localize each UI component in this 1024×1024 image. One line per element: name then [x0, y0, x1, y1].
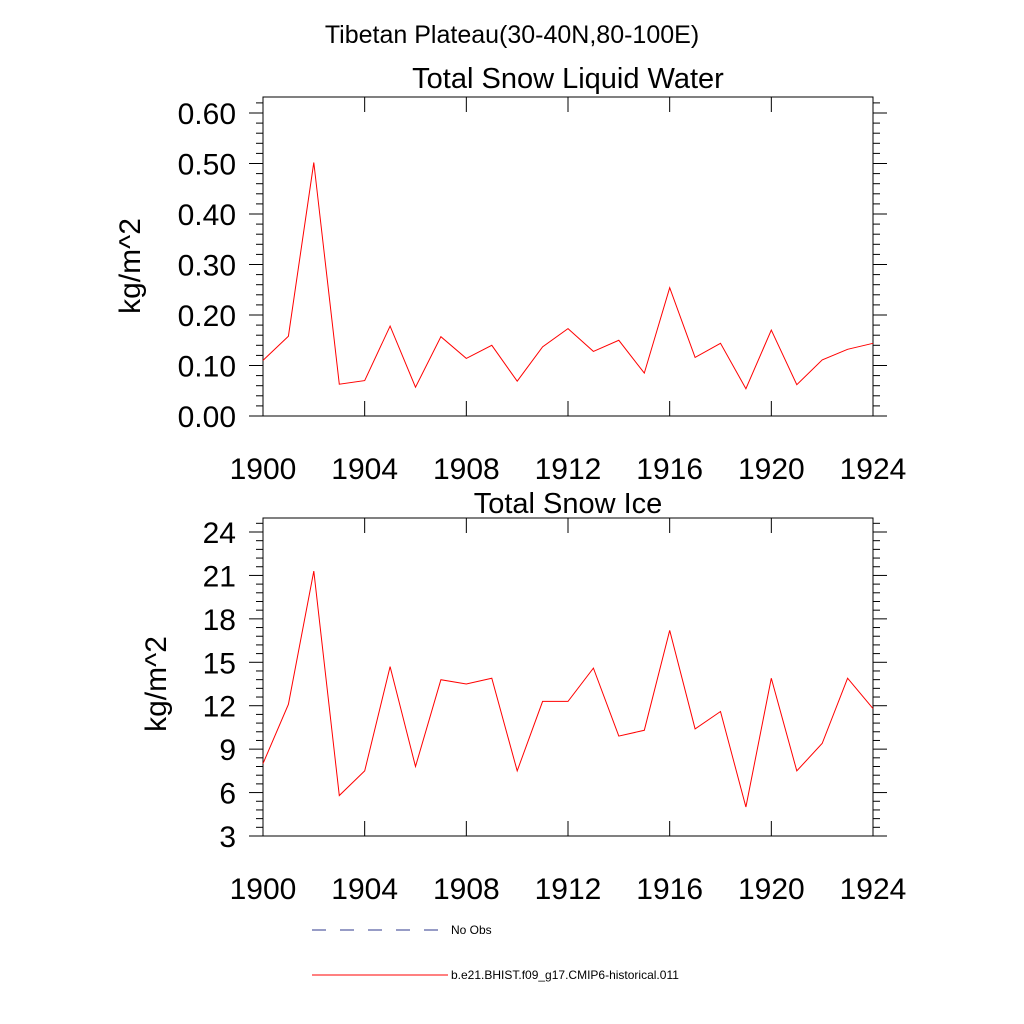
- x-tick-label: 1904: [331, 453, 398, 486]
- x-tick-label: 1900: [230, 873, 297, 906]
- x-tick-label: 1912: [535, 873, 602, 906]
- x-tick-label: 1900: [230, 453, 297, 486]
- panel-title: Total Snow Liquid Water: [412, 63, 724, 95]
- legend: No Obs b.e21.BHIST.f09_g17.CMIP6-histori…: [312, 923, 679, 982]
- series-lines: [262, 162, 874, 390]
- axes-frame: 1900 1904 1908 1912 1916 1920 1924 0.00 0.10 0.20…: [178, 96, 907, 486]
- y-axis-label: kg/m^2: [114, 218, 147, 314]
- legend-model-label: b.e21.BHIST.f09_g17.CMIP6-historical.011: [451, 968, 679, 982]
- y-tick-label: 21: [203, 560, 236, 593]
- x-tick-label: 1924: [840, 453, 907, 486]
- legend-obs-label: No Obs: [451, 923, 492, 937]
- figure-suptitle: Tibetan Plateau(30-40N,80-100E): [325, 21, 699, 49]
- y-tick-label: 6: [219, 778, 236, 811]
- series-line: [262, 162, 874, 390]
- x-tick-label: 1908: [433, 453, 500, 486]
- y-tick-label: 15: [203, 647, 236, 680]
- series-line: [262, 571, 874, 808]
- plot-frame: [262, 96, 874, 417]
- plot-frame: [262, 517, 874, 837]
- panel-snow-ice: Total Snow Ice kg/m^2 1900 1904 1908 1912 19…: [140, 488, 906, 906]
- x-tick-label: 1920: [738, 873, 805, 906]
- y-tick-label: 0.00: [178, 401, 236, 434]
- y-tick-label: 0.20: [178, 300, 236, 333]
- y-axis-label: kg/m^2: [140, 636, 173, 732]
- axes-frame: 1900 1904 1908 1912 1916 1920 1924 3 6 9 12 15 18 21 2…: [203, 517, 907, 906]
- x-tick-label: 1912: [535, 453, 602, 486]
- x-tick-label: 1904: [331, 873, 398, 906]
- x-tick-label: 1916: [636, 873, 703, 906]
- panel-title: Total Snow Ice: [474, 488, 663, 520]
- x-tick-label: 1920: [738, 453, 805, 486]
- y-tick-label: 0.50: [178, 149, 236, 182]
- y-tick-label: 9: [219, 734, 236, 767]
- series-lines: [262, 571, 874, 808]
- x-tick-label: 1916: [636, 453, 703, 486]
- y-tick-label: 24: [203, 517, 236, 550]
- panel-snow-liquid-water: Total Snow Liquid Water kg/m^2 1900 1904 1…: [114, 63, 906, 486]
- y-tick-label: 0.60: [178, 98, 236, 131]
- y-tick-label: 0.30: [178, 250, 236, 283]
- y-tick-label: 0.10: [178, 351, 236, 384]
- x-tick-label: 1924: [840, 873, 907, 906]
- y-tick-label: 3: [219, 821, 236, 854]
- y-tick-label: 18: [203, 604, 236, 637]
- x-tick-label: 1908: [433, 873, 500, 906]
- y-tick-label: 0.40: [178, 199, 236, 232]
- y-tick-label: 12: [203, 691, 236, 724]
